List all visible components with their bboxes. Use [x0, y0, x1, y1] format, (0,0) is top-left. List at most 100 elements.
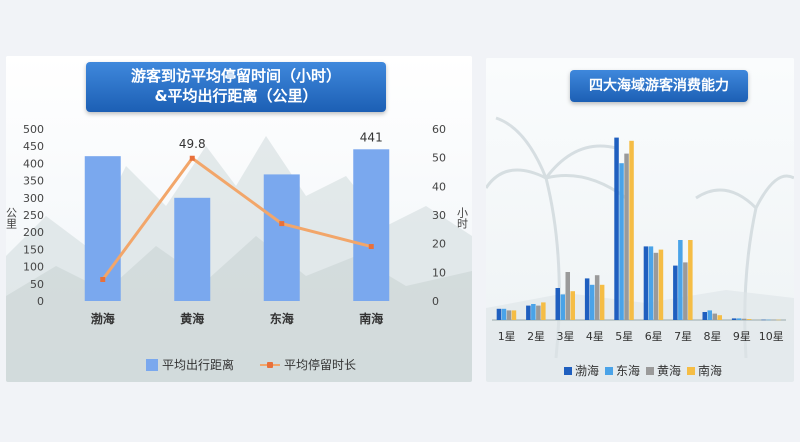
bar-黄海 — [174, 197, 211, 301]
legend-swatch-渤海 — [564, 366, 572, 375]
x-tick-label: 1星 — [498, 330, 516, 343]
legend-bar-label: 平均出行距离 — [162, 358, 235, 372]
bar-渤海-5星 — [614, 137, 619, 320]
bar-渤海-10星 — [761, 319, 766, 321]
bar-黄海-8星 — [712, 313, 717, 320]
bar-南海-3星 — [570, 291, 575, 320]
bar-渤海-4星 — [584, 278, 590, 320]
bar-渤海-6星 — [643, 246, 649, 320]
x-tick-label: 2星 — [527, 330, 545, 343]
data-label: 441 — [360, 130, 383, 144]
consumption-capacity-chart: 1星 2星 3星 4星 5星 6星 7星 8星 9星 10星 — [492, 137, 786, 343]
bar-黄海-6星 — [653, 252, 659, 320]
y-tick-left: 400 — [23, 157, 44, 170]
bar-南海-5星 — [629, 140, 634, 320]
bar-南海-8星 — [717, 315, 722, 320]
y-tick-left: 0 — [37, 295, 44, 308]
y-tick-right: 0 — [432, 295, 439, 308]
legend-swatch-黄海 — [646, 366, 655, 375]
bar-黄海-10星 — [771, 319, 776, 321]
x-tick-label: 3星 — [557, 330, 575, 343]
legend-line-marker — [267, 361, 274, 368]
bar-南海-2星 — [541, 302, 546, 320]
y-tick-left: 100 — [23, 261, 44, 274]
x-tick-label: 10星 — [759, 330, 784, 343]
bar-东海-2星 — [531, 304, 536, 320]
bar-渤海-9星 — [731, 318, 737, 320]
y-axis-left-label: 公里 — [6, 207, 18, 229]
y-tick-right: 30 — [432, 209, 446, 222]
line-point-南海 — [368, 244, 374, 250]
legend-line-label: 平均停留时长 — [284, 358, 357, 372]
left-chart-panel: 游客到访平均停留时间（小时） &平均出行距离（公里） 公里 小时 0 50 100 1… — [6, 56, 472, 382]
x-tick-label: 东海 — [270, 311, 294, 326]
bar-东海-9星 — [736, 318, 742, 320]
line-point-渤海 — [100, 277, 106, 282]
x-tick-label: 6星 — [645, 330, 663, 343]
x-tick-label: 7星 — [674, 330, 692, 343]
x-tick-label: 渤海 — [91, 311, 115, 326]
travel-distance-duration-chart: 公里 小时 0 50 100 150 200 250 300 350 400 450 500 0 10 2… — [6, 123, 469, 326]
bar-东海-5星 — [619, 163, 624, 320]
legend-label-渤海: 渤海 — [575, 364, 600, 378]
bar-南海-6星 — [658, 249, 664, 320]
bar-渤海-3星 — [555, 288, 560, 320]
legend-label-黄海: 黄海 — [657, 364, 682, 378]
bar-黄海-9星 — [741, 318, 747, 320]
bar-黄海-4星 — [594, 275, 600, 320]
y-tick-left: 250 — [23, 209, 44, 222]
data-label: 49.8 — [179, 137, 206, 151]
left-chart-legend: 平均出行距离 平均停留时长 — [146, 356, 356, 373]
y-axis-right-label: 小时 — [456, 207, 469, 229]
y-tick-left: 350 — [23, 175, 44, 188]
bar-东海-1星 — [501, 308, 507, 320]
bar-东海-10星 — [766, 319, 771, 321]
legend-label-东海: 东海 — [616, 364, 641, 378]
right-chart-legend: 渤海 东海 黄海 南海 — [558, 362, 722, 379]
title-line-1: 游客到访平均停留时间（小时） — [130, 67, 341, 85]
right-chart-title: 四大海域游客消费能力 — [570, 70, 748, 102]
bar-渤海-2星 — [526, 305, 531, 320]
y-tick-left: 300 — [23, 192, 44, 205]
x-tick-label: 9星 — [733, 330, 751, 343]
x-tick-label: 4星 — [586, 330, 604, 343]
bar-东海-6星 — [648, 246, 654, 320]
x-tick-label: 黄海 — [180, 311, 204, 326]
legend-swatch-东海 — [605, 366, 614, 375]
bar-东海-8星 — [707, 310, 712, 320]
y-tick-right: 50 — [432, 152, 446, 165]
x-tick-label: 5星 — [615, 330, 633, 343]
bar-黄海-2星 — [536, 305, 541, 320]
y-tick-left: 150 — [23, 243, 44, 256]
legend-swatch-南海 — [687, 366, 696, 375]
bar-东海-7星 — [678, 240, 683, 320]
y-tick-right: 40 — [432, 180, 446, 193]
y-tick-left: 50 — [30, 278, 44, 291]
bar-黄海-3星 — [565, 272, 570, 320]
y-tick-right: 10 — [432, 266, 446, 279]
bar-南海-7星 — [688, 240, 693, 320]
bar-南海-9星 — [746, 319, 752, 320]
legend-line-swatch — [260, 361, 281, 368]
bar-东海-4星 — [589, 284, 595, 320]
bar-南海-1星 — [511, 310, 517, 320]
line-point-东海 — [279, 221, 285, 227]
title-line-2: &平均出行距离（公里） — [154, 87, 318, 105]
bar-南海-4星 — [599, 284, 605, 320]
line-point-黄海 — [189, 155, 195, 161]
bar-南海 — [353, 149, 390, 301]
bar-渤海-1星 — [496, 308, 502, 320]
bar-渤海-8星 — [702, 312, 707, 320]
legend-bar-swatch — [146, 358, 158, 371]
bar-南海-10星 — [776, 319, 781, 321]
bar-黄海-7星 — [683, 262, 688, 320]
x-tick-label: 南海 — [359, 311, 383, 326]
bar-东海 — [263, 174, 300, 301]
bar-渤海 — [84, 156, 121, 301]
bar-东海-3星 — [560, 294, 565, 320]
x-tick-label: 8星 — [704, 330, 722, 343]
series-line-duration — [101, 156, 372, 281]
y-tick-right: 20 — [432, 238, 446, 251]
left-chart-title: 游客到访平均停留时间（小时） &平均出行距离（公里） — [86, 62, 386, 112]
bar-黄海-1星 — [506, 310, 512, 320]
